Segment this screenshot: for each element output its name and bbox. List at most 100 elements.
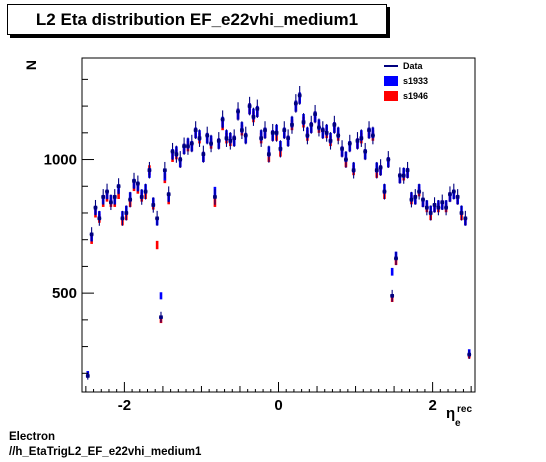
data-point — [263, 128, 267, 132]
data-point — [267, 152, 271, 156]
x-tick-label: 0 — [274, 397, 282, 414]
y-tick-label: 1000 — [44, 152, 77, 169]
data-point — [409, 197, 414, 202]
plot-area-border — [81, 57, 476, 393]
x-tick-label: 2 — [428, 397, 436, 414]
data-point — [390, 294, 394, 298]
data-point — [425, 205, 429, 210]
data-point — [421, 197, 425, 202]
plot-frame — [81, 57, 476, 393]
x-axis-label: η — [446, 405, 455, 422]
data-point — [367, 128, 371, 132]
x-axis-label-subscript: e — [455, 418, 461, 429]
data-point — [463, 216, 468, 221]
data-point — [97, 216, 102, 221]
data-point — [243, 133, 248, 138]
data-point — [93, 205, 98, 210]
data-point — [286, 136, 290, 140]
data-point — [259, 136, 263, 140]
data-point — [459, 211, 464, 215]
data-point — [132, 179, 136, 183]
data-point — [394, 256, 398, 261]
data-point — [251, 114, 256, 119]
data-point — [413, 195, 418, 199]
series-s1933 — [86, 92, 471, 376]
data-point — [136, 181, 140, 186]
data-point — [467, 352, 472, 357]
data-point — [452, 189, 456, 194]
data-point — [378, 165, 383, 170]
data-point — [440, 200, 445, 205]
legend-swatch-s1933 — [384, 76, 398, 86]
data-point — [240, 128, 244, 132]
data-point — [163, 168, 167, 173]
series-s1946 — [86, 92, 471, 377]
data-point — [371, 133, 375, 138]
data-point — [236, 109, 240, 114]
data-point — [398, 173, 402, 178]
series-data — [85, 85, 472, 380]
data-point — [109, 200, 113, 205]
data-point — [190, 141, 194, 146]
data-point — [321, 128, 325, 132]
data-point — [290, 123, 294, 127]
data-point — [101, 195, 105, 199]
data-point — [116, 184, 121, 189]
data-point — [228, 139, 233, 143]
data-point — [359, 136, 364, 140]
data-point — [232, 136, 236, 140]
data-point — [301, 120, 306, 124]
data-point — [120, 216, 125, 221]
data-point — [220, 117, 225, 122]
data-point — [124, 211, 129, 215]
data-point — [85, 374, 90, 378]
data-point — [216, 139, 221, 143]
y-axis-label: N — [23, 60, 39, 70]
data-point — [340, 147, 344, 151]
data-point — [401, 173, 406, 178]
s1946-marker — [155, 240, 159, 250]
chart-title: L2 Eta distribution EF_e22vhi_medium1 — [35, 9, 359, 29]
data-point — [89, 232, 94, 237]
data-point — [209, 141, 213, 146]
data-point — [448, 192, 452, 197]
data-point — [193, 128, 198, 132]
data-point — [224, 136, 229, 140]
data-point — [166, 192, 171, 197]
data-point — [344, 157, 348, 162]
s1933-marker — [159, 292, 163, 300]
data-point — [313, 112, 317, 116]
data-point — [255, 106, 260, 111]
data-point — [305, 133, 310, 138]
legend-label-s1946: s1946 — [403, 91, 428, 101]
data-point — [444, 205, 448, 210]
data-point — [386, 157, 391, 162]
data-point — [294, 101, 298, 106]
data-point — [317, 125, 321, 130]
data-point — [336, 133, 341, 138]
data-point — [197, 136, 202, 140]
x-axis-label-superscript: rec — [457, 404, 472, 415]
data-point — [128, 197, 132, 202]
data-series — [85, 85, 472, 380]
footer-label-category: Electron — [9, 431, 56, 443]
data-point — [436, 205, 441, 210]
data-point — [363, 149, 367, 154]
data-point — [347, 141, 352, 146]
y-tick-label: 500 — [52, 285, 77, 302]
axes: -2 0 2 500 1000 Nηe rec — [23, 60, 472, 429]
data-point — [143, 189, 148, 194]
data-point — [186, 144, 190, 148]
data-point — [174, 152, 179, 156]
data-point — [382, 189, 387, 194]
data-point — [332, 123, 337, 127]
data-point — [428, 211, 433, 215]
data-point — [417, 189, 421, 194]
chart-title-box: L2 Eta distribution EF_e22vhi_medium1 — [7, 4, 387, 35]
data-point — [201, 152, 206, 156]
data-point — [328, 139, 333, 143]
x-tick-label: -2 — [118, 397, 131, 414]
data-point — [282, 128, 287, 132]
data-point — [159, 315, 163, 319]
